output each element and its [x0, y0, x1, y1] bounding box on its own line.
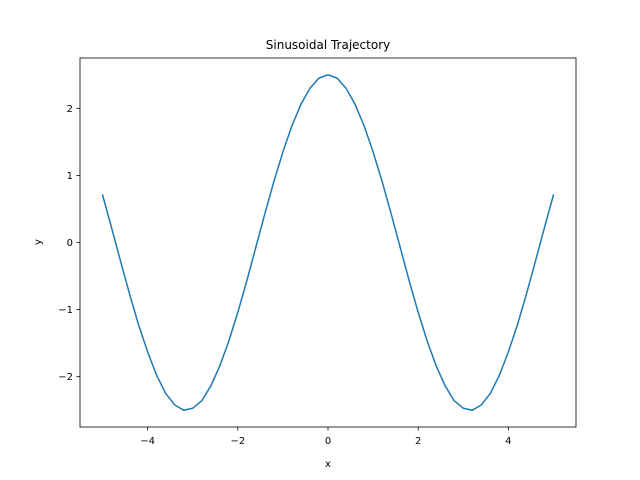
- y-axis-label: y: [33, 239, 44, 245]
- x-tick-label: −4: [140, 436, 155, 447]
- x-axis-label: x: [325, 459, 331, 470]
- y-axis: −2 −1 0 1 2: [58, 104, 80, 383]
- x-axis: −4 −2 0 2 4: [140, 427, 512, 447]
- y-tick-label: −2: [58, 372, 73, 383]
- x-tick-label: 4: [505, 436, 511, 447]
- series-line: [101, 74, 555, 411]
- y-tick-label: 0: [67, 238, 73, 249]
- x-tick-label: −2: [230, 436, 245, 447]
- y-tick-label: 1: [67, 171, 73, 182]
- x-tick-label: 0: [325, 436, 331, 447]
- chart-title: Sinusoidal Trajectory: [266, 38, 390, 52]
- y-tick-label: 2: [67, 104, 73, 115]
- x-tick-label: 2: [415, 436, 421, 447]
- y-tick-label: −1: [58, 305, 73, 316]
